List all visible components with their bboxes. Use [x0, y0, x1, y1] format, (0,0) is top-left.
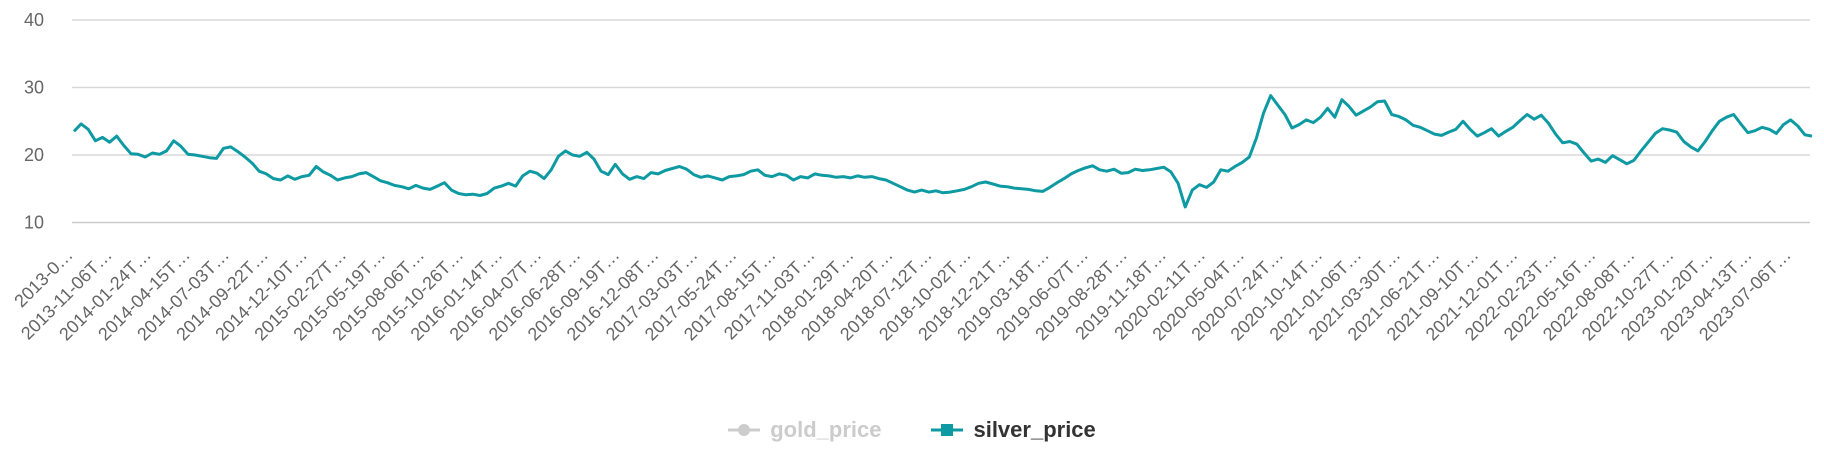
- series-layer: [72, 94, 1813, 209]
- legend-item-silver-price[interactable]: silver_price: [931, 417, 1096, 443]
- square-line-icon: [931, 424, 964, 436]
- circle-line-icon: [728, 424, 761, 436]
- legend-label-gold-price: gold_price: [770, 417, 882, 442]
- line-chart: 10 20 30 40 2013-0…2013-11-06T…2014-01-24T……: [10, 10, 1813, 345]
- y-axis: 10 20 30 40: [24, 10, 44, 233]
- y-tick-label: 40: [24, 10, 44, 30]
- legend: gold_price silver_price: [0, 410, 1824, 450]
- series-line-silver-price: [72, 94, 1813, 209]
- x-axis: 2013-0…2013-11-06T…2014-01-24T…2014-04-1…: [10, 245, 1795, 345]
- legend-label-silver-price: silver_price: [973, 417, 1096, 442]
- y-tick-label: 10: [24, 213, 44, 233]
- y-tick-label: 20: [24, 145, 44, 165]
- grid-lines: [72, 19, 1810, 224]
- y-tick-label: 30: [24, 78, 44, 98]
- legend-item-gold-price[interactable]: gold_price: [728, 417, 881, 443]
